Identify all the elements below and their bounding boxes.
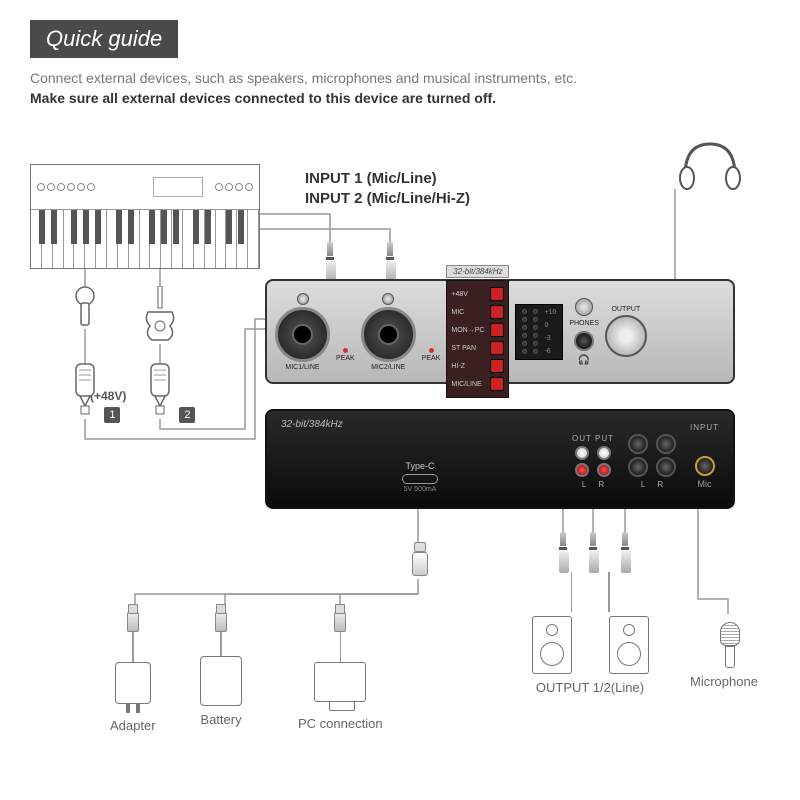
- xlr-jack-icon: [361, 307, 416, 362]
- switch-panel: +48V MIC MON→PC ST PAN HI-Z MIC/LINE: [446, 280, 509, 398]
- output-label: OUTPUT: [611, 306, 640, 313]
- r-label: R: [657, 480, 663, 489]
- switch-label: +48V: [451, 291, 484, 298]
- jack-plug-icon: [326, 242, 334, 283]
- battery-label: Battery: [200, 712, 242, 727]
- speaker-icon: [532, 616, 572, 674]
- mic-input-jack-icon: [695, 456, 715, 476]
- pc-icon: [314, 662, 366, 702]
- red-switch-icon: [490, 341, 504, 355]
- mic1-label: MIC1/LINE: [285, 364, 319, 371]
- battery-icon: [200, 656, 242, 706]
- switch-label: MIC/LINE: [451, 381, 484, 388]
- rca-red-icon: [597, 463, 611, 477]
- subtitle-text: Connect external devices, such as speake…: [30, 70, 770, 86]
- red-switch-icon: [490, 359, 504, 373]
- phones-label: PHONES: [569, 320, 599, 327]
- input2-label: INPUT 2 (Mic/Line/Hi-Z): [305, 189, 470, 209]
- back-panel: 32-bit/384kHz Type-C 5V 500mA OUT PUT LR…: [265, 409, 735, 509]
- xlr-jack-icon: [275, 307, 330, 362]
- device-title: 32-bit/384kHz: [446, 265, 509, 278]
- headphone-jack-icon: [574, 331, 594, 351]
- switch-label: HI-Z: [451, 363, 484, 370]
- warning-text: Make sure all external devices connected…: [30, 90, 770, 106]
- rca-white-icon: [597, 446, 611, 460]
- mic2-label: MIC2/LINE: [371, 364, 405, 371]
- l-label: L: [641, 480, 645, 489]
- back-input-label: INPUT: [690, 423, 719, 432]
- red-switch-icon: [490, 305, 504, 319]
- adapter-icon: [115, 662, 151, 704]
- ts-jack-icon: [628, 434, 648, 454]
- ts-jack-icon: [656, 457, 676, 477]
- gain-knob-icon: [297, 293, 309, 305]
- power-label: 5V 500mA: [402, 486, 438, 493]
- level-meter: +10 0 -3 -6: [515, 304, 563, 360]
- red-switch-icon: [490, 323, 504, 337]
- gain-knob-icon: [382, 293, 394, 305]
- guitar-icon: [142, 286, 178, 349]
- meter-scale: +10: [544, 309, 556, 316]
- r-label: R: [598, 480, 604, 489]
- pc-item: PC connection: [298, 612, 383, 731]
- back-output-label: OUT PUT: [572, 434, 614, 443]
- switch-label: MIC: [451, 309, 484, 316]
- front-panel: MIC1/LINE PEAK MIC2/LINE PEAK 32-bit/384…: [265, 279, 735, 384]
- peak-label: PEAK: [422, 355, 441, 362]
- battery-item: Battery: [200, 612, 242, 727]
- ts-jack-icon: [628, 457, 648, 477]
- meter-scale: -3: [544, 335, 556, 342]
- speakers-item: OUTPUT 1/2(Line): [520, 572, 660, 695]
- l-label: L: [582, 480, 586, 489]
- jack-plug-icon: [386, 242, 394, 283]
- meter-scale: -6: [544, 348, 556, 355]
- condenser-mic-icon: 1: [70, 362, 120, 423]
- pc-label: PC connection: [298, 716, 383, 731]
- mic-label: Mic: [698, 479, 712, 489]
- output-line-label: OUTPUT 1/2(Line): [520, 680, 660, 695]
- badge-1: 1: [104, 407, 120, 423]
- headphones-icon: [675, 136, 745, 194]
- microphone-item: Microphone: [690, 612, 758, 689]
- red-switch-icon: [490, 377, 504, 391]
- page-title: Quick guide: [30, 20, 178, 58]
- red-switch-icon: [490, 287, 504, 301]
- dynamic-mic-icon: [72, 286, 98, 335]
- input1-label: INPUT 1 (Mic/Line): [305, 169, 470, 189]
- rca-white-icon: [575, 446, 589, 460]
- typec-port: Type-C 5V 500mA: [402, 461, 438, 493]
- typec-label: Type-C: [402, 461, 438, 471]
- peak-label: PEAK: [336, 355, 355, 362]
- input-labels: INPUT 1 (Mic/Line) INPUT 2 (Mic/Line/Hi-…: [305, 169, 470, 210]
- badge-2: 2: [179, 407, 195, 423]
- keyboard-icon: [30, 164, 260, 269]
- rca-red-icon: [575, 463, 589, 477]
- switch-label: ST PAN: [451, 345, 484, 352]
- phones-knob-icon: [575, 298, 593, 316]
- adapter-label: Adapter: [110, 718, 156, 733]
- ts-jack-icon: [656, 434, 676, 454]
- usb-cable-icon: [412, 542, 428, 576]
- condenser-mic-icon: 2: [145, 362, 195, 423]
- microphone-label: Microphone: [690, 674, 758, 689]
- diagram-canvas: INPUT 1 (Mic/Line) INPUT 2 (Mic/Line/Hi-…: [30, 114, 770, 794]
- jack-plug-icon: [589, 532, 597, 573]
- output-knob-icon: [605, 315, 647, 357]
- meter-scale: 0: [544, 322, 556, 329]
- switch-label: MON→PC: [451, 327, 484, 334]
- microphone-icon: [720, 622, 740, 668]
- jack-plug-icon: [559, 532, 567, 573]
- adapter-item: Adapter: [110, 612, 156, 733]
- jack-plug-icon: [621, 532, 629, 573]
- speaker-icon: [609, 616, 649, 674]
